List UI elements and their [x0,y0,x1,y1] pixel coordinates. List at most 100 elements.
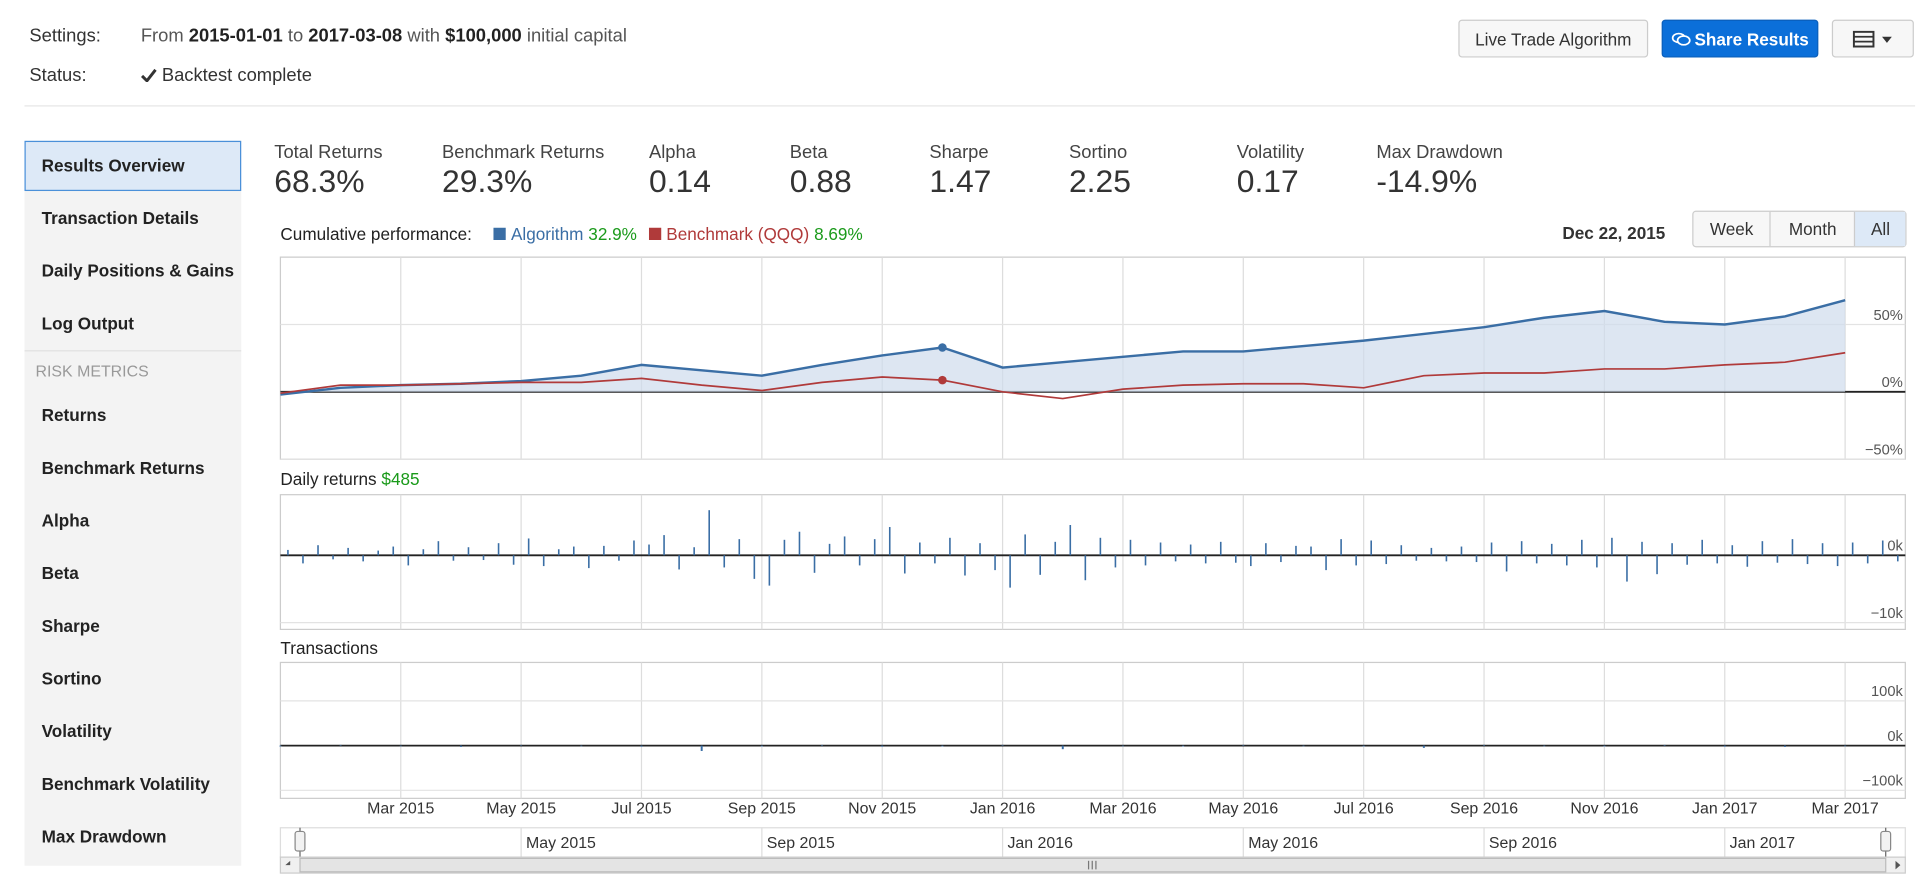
bar [708,510,710,556]
menu-button[interactable] [1831,19,1914,58]
y-tick-label: 100k [1871,684,1904,700]
metric-value: 29.3% [442,162,533,200]
bar [723,555,726,568]
line [280,299,1846,396]
sidebar-item[interactable]: Volatility [41,721,112,741]
bar [700,745,703,751]
metric-value: 0.14 [648,162,711,200]
bar [1189,544,1192,556]
sidebar: Results Overview Transaction Details Daily… [24,140,242,866]
bar [1084,555,1087,581]
metric-value: 68.3% [274,162,365,200]
sidebar-item[interactable]: Sortino [41,668,102,689]
share-label: Share Results [1694,28,1809,49]
metric-label: Volatility [1236,142,1305,163]
x-tick-label: Jul 2016 [1334,801,1394,818]
bar [1024,534,1026,556]
bar [1144,555,1147,566]
bar [1701,539,1703,556]
cumulative-title: Cumulative performance: [280,224,472,244]
sidebar-item[interactable]: Log Output [41,313,134,334]
bar [1069,525,1072,556]
selected-item-box [24,140,242,192]
bar [994,555,996,571]
x-tick-label: Mar 2015 [367,801,434,818]
range-button[interactable]: Month [1769,211,1855,247]
bar [1385,555,1388,565]
sidebar-item[interactable]: Beta [41,563,79,583]
bar [1430,547,1433,556]
x-tick-label: Mar 2017 [1812,801,1879,818]
bar [633,540,635,556]
y-tick-label: 0% [1882,375,1903,391]
bar [1475,555,1478,563]
bar [663,535,665,556]
bar [760,745,763,747]
metric-label: Sortino [1068,142,1128,163]
bar [392,546,395,556]
bar [783,539,786,556]
bar [467,547,470,556]
bar [603,545,605,556]
bar [452,555,455,561]
metric-value: 2.25 [1068,162,1131,200]
bar [1250,555,1252,567]
hover-dot [938,375,947,385]
sidebar-item[interactable]: Benchmark Volatility [41,773,210,794]
sidebar-item[interactable]: Max Drawdown [41,826,167,847]
transactions-title: Transactions [280,637,378,658]
bar [1219,541,1222,556]
bar [1806,555,1809,565]
bar [964,555,966,576]
y-tick-label: 0k [1887,729,1903,745]
bar [497,543,500,556]
bar [1851,542,1854,556]
bar [1061,745,1064,750]
range-button[interactable]: All [1854,211,1906,247]
bar [1866,555,1869,564]
metric-label: Benchmark Returns [442,142,605,163]
bar [678,555,680,570]
bar [542,555,545,567]
sidebar-item[interactable]: Results Overview [41,155,185,176]
legend-value: 8.69% [814,224,863,244]
metric-label: Sharpe [929,142,989,163]
plot-area [279,661,1906,799]
cumulative-legend: Cumulative performance: Algorithm 32.9% Be… [280,224,862,244]
bar [1204,555,1207,564]
to: to [287,25,304,47]
navigator-label: Jan 2017 [1730,835,1796,852]
bar [1460,546,1463,556]
sidebar-item[interactable]: Alpha [41,510,90,531]
line [280,351,1846,400]
bar [888,527,891,556]
navigator-handle [294,830,306,852]
sidebar-item[interactable]: Daily Positions & Gains [41,260,235,281]
bar [979,543,981,556]
range-button[interactable]: Week [1709,219,1754,239]
share-button[interactable]: Share Results [1661,19,1819,58]
bar [317,545,319,556]
settings-text: From 2015-01-01 to 2017-03-08 with $100,… [141,26,627,47]
sidebar-item[interactable]: Transaction Details [41,208,199,228]
bar [1761,541,1764,556]
bar [1121,745,1124,747]
sidebar-item[interactable]: Returns [41,405,107,425]
bar [1355,555,1357,566]
navigator-label: Jan 2016 [1007,835,1073,852]
live-trade-button[interactable]: Live Trade Algorithm [1458,19,1649,58]
start-date: 2015-01-01 [188,25,283,47]
sidebar-item[interactable]: Sharpe [41,615,100,636]
menu-icon [1852,30,1892,47]
legend-name: Algorithm [510,224,584,244]
bar [934,555,936,564]
navigator-label: Sep 2015 [767,835,835,852]
bar [422,549,425,556]
bar [1415,555,1418,561]
scroll-right [1895,860,1901,870]
x-tick-label: Mar 2016 [1089,801,1156,818]
x-tick-label: Jan 2016 [970,801,1036,818]
bar [1550,543,1553,556]
sidebar-item[interactable]: Benchmark Returns [41,457,205,478]
